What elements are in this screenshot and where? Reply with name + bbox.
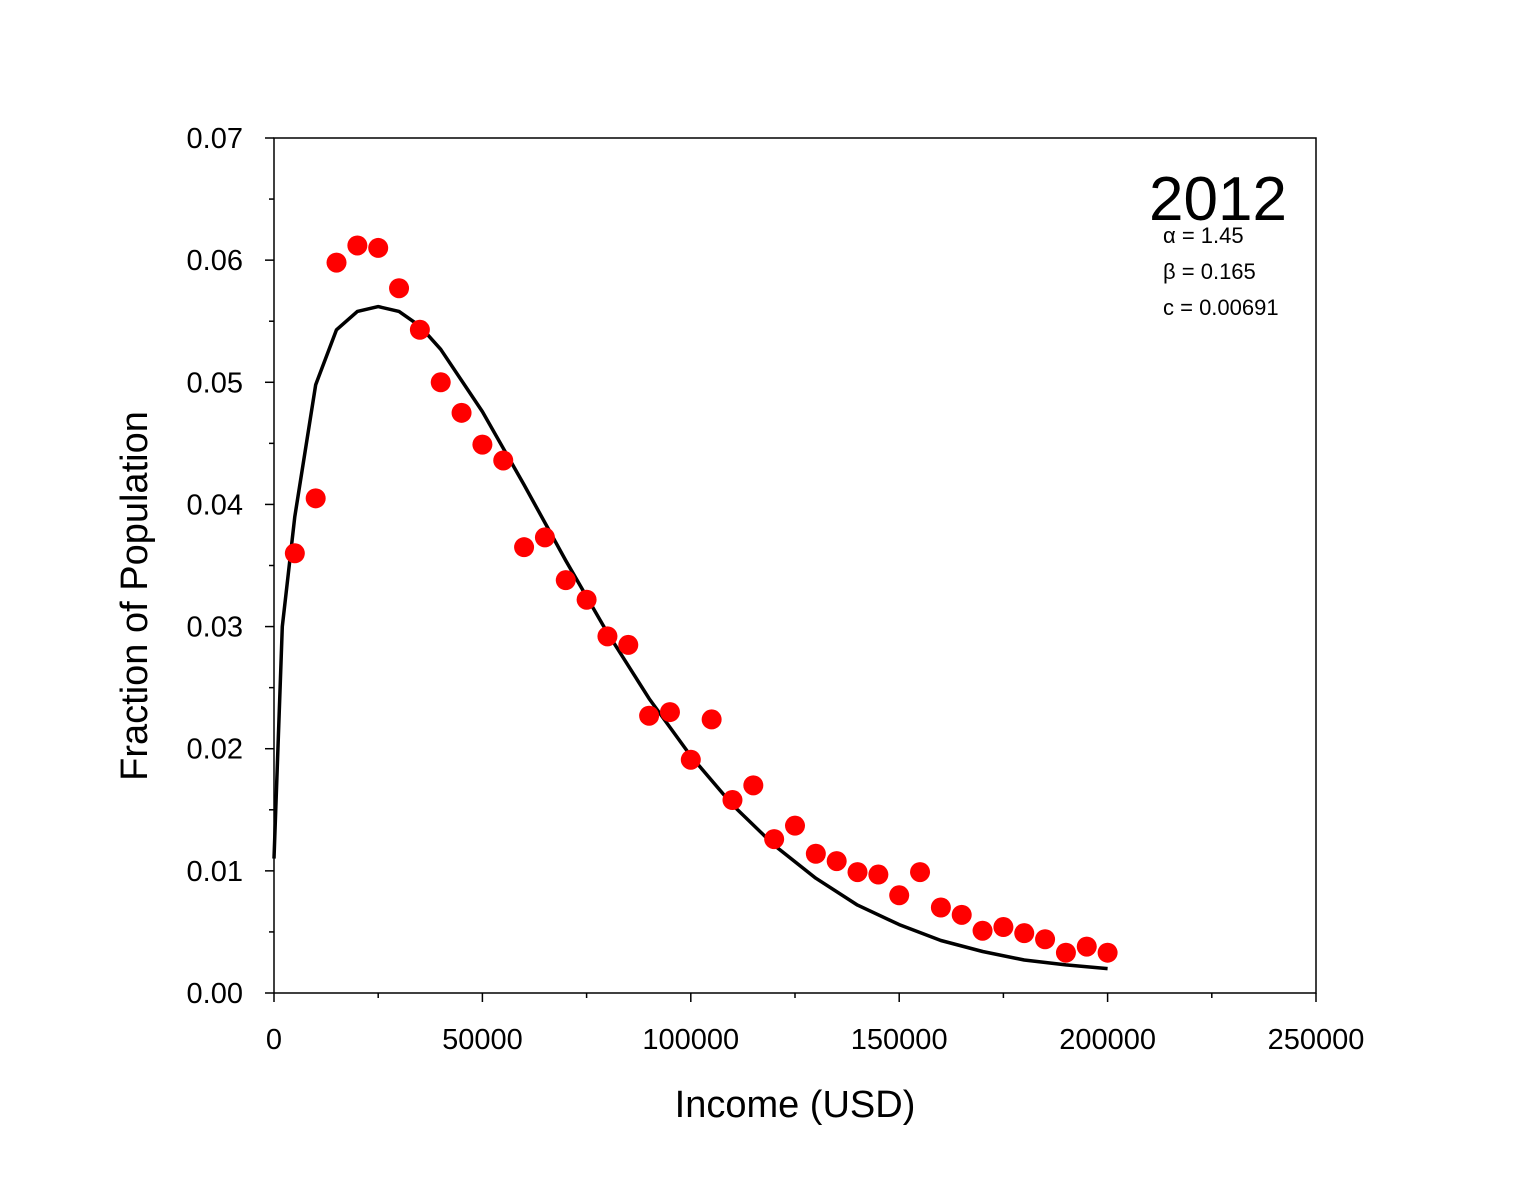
x-axis: 0 50000 100000 150000 200000 250000 [266,993,1364,1056]
y-tick-label: 0.02 [187,734,243,766]
data-point [514,537,535,558]
data-point [284,543,305,564]
y-axis: 0.00 0.01 0.02 0.03 0.04 0.05 0.06 0.07 [187,123,274,1010]
data-point [826,851,847,872]
data-point [555,570,576,591]
data-point [680,749,701,770]
data-point [743,775,764,796]
data-point [889,885,910,906]
data-point [389,278,410,299]
data-point [785,815,805,836]
data-point [659,702,680,723]
data-point [701,709,722,730]
data-point [805,843,826,864]
data-point [618,634,639,655]
data-point [1097,942,1118,963]
data-point [868,864,889,885]
x-tick-label: 150000 [851,1024,948,1056]
x-tick-label: 200000 [1059,1024,1156,1056]
data-point [368,237,389,258]
y-tick-label: 0.01 [187,856,243,888]
beta-annotation: β = 0.165 [1163,259,1256,284]
data-point [305,488,326,509]
y-tick-label: 0.06 [187,245,243,277]
plot-frame [273,137,1317,994]
data-point [951,904,972,925]
data-point [472,434,493,455]
fit-layer [272,304,1108,971]
data-point [722,790,743,811]
fit-curve [272,304,1108,971]
data-point [430,372,451,393]
data-point [347,235,368,256]
y-axis-title: Fraction of Population [114,411,156,781]
y-tick-label: 0.07 [187,123,243,155]
data-point [451,402,472,423]
data-point [1035,929,1056,950]
year-label: 2012 [1149,165,1287,234]
data-point [972,920,993,941]
alpha-annotation: α = 1.45 [1163,223,1244,248]
x-tick-label: 250000 [1268,1024,1365,1056]
x-axis-title: Income (USD) [675,1084,916,1126]
c-annotation: c = 0.00691 [1163,295,1279,320]
y-tick-label: 0.05 [187,367,243,399]
data-point [409,319,430,340]
data-point [1014,923,1035,944]
x-tick-label: 0 [266,1024,282,1056]
data-point [597,626,618,647]
points-layer [284,235,1118,963]
x-tick-label: 100000 [642,1024,739,1056]
data-point [639,705,660,726]
data-point [1055,942,1076,963]
y-tick-label: 0.04 [187,489,243,521]
data-point [930,897,951,918]
x-tick-label: 50000 [442,1024,523,1056]
y-tick-label: 0.00 [187,978,243,1010]
data-point [993,917,1014,938]
data-point [910,862,931,883]
data-point [534,527,555,548]
data-point [764,829,785,850]
data-point [847,862,868,883]
data-point [576,589,597,610]
data-point [1076,936,1097,957]
y-tick-label: 0.03 [187,612,243,644]
data-point [493,450,514,471]
data-point [326,252,347,273]
